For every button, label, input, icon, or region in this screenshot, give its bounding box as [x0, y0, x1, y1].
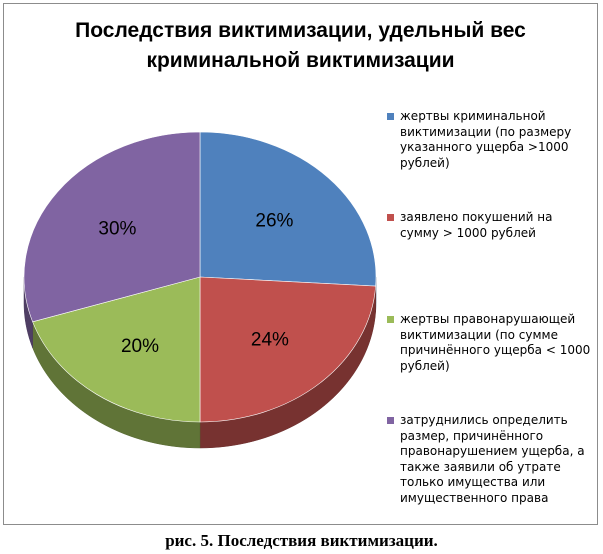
legend-label-line: причинённого ущерба < 1000 [400, 343, 591, 357]
chart-frame: Последствия виктимизации, удельный вес к… [3, 3, 598, 525]
legend-label-line: заявлено покушений на [400, 210, 553, 224]
legend-swatch [387, 214, 394, 221]
legend-swatch [387, 113, 394, 120]
legend-label: заявлено покушений на сумму > 1000 рубле… [400, 210, 600, 241]
legend-label-line: жертвы правонарушающей [400, 312, 576, 326]
legend-swatch [387, 417, 394, 424]
legend-label-line: виктимизации (по сумме [400, 327, 558, 342]
pie-slice-attempts [199, 276, 376, 423]
legend-label-line: указанного ущерба >1000 [400, 140, 569, 154]
legend-swatch [387, 316, 394, 323]
legend-label-line: рублей) [400, 155, 450, 170]
legend-label: жертвы правонарушающей виктимизации (по … [400, 312, 600, 374]
legend-label-line: сумму > 1000 рублей [400, 225, 536, 240]
legend-label-line: рублей) [400, 358, 450, 373]
figure-caption: рис. 5. Последствия виктимизации. [165, 531, 438, 550]
legend-label: жертвы криминальной виктимизации (по раз… [400, 109, 600, 171]
pie-slice-offense-victims [32, 276, 201, 423]
legend-label-line: виктимизации (по размеру [400, 124, 572, 139]
legend-label-line: жертвы криминальной [400, 109, 546, 123]
chart-title: Последствия виктимизации, удельный вес к… [4, 16, 597, 76]
slice-value-label-attempts: 24% [251, 329, 289, 350]
legend-label-line: имущественного права [400, 490, 549, 505]
legend-label-line: также заявили об утрате [400, 459, 561, 474]
chart-title-line-2: криминальной виктимизации [146, 49, 455, 72]
legend-label-line: затруднились определить [400, 413, 568, 427]
slice-value-label-undetermined: 30% [98, 219, 136, 240]
chart-title-line-1: Последствия виктимизации, удельный вес [75, 19, 526, 42]
legend-label-line: правонарушением ущерба, а [400, 444, 585, 458]
pie-slice-undetermined [23, 131, 201, 323]
slice-value-label-criminal-victims: 26% [255, 210, 293, 231]
legend-label-line: размер, причинённого [400, 428, 544, 443]
legend-label: затруднились определить размер, причинён… [400, 413, 600, 506]
legend-label-line: только имущества или [400, 475, 546, 489]
pie-slice-criminal-victims [199, 131, 377, 287]
slice-value-label-offense-victims: 20% [121, 336, 159, 357]
pie-chart: 26% 24% 20% 30% [23, 131, 377, 449]
